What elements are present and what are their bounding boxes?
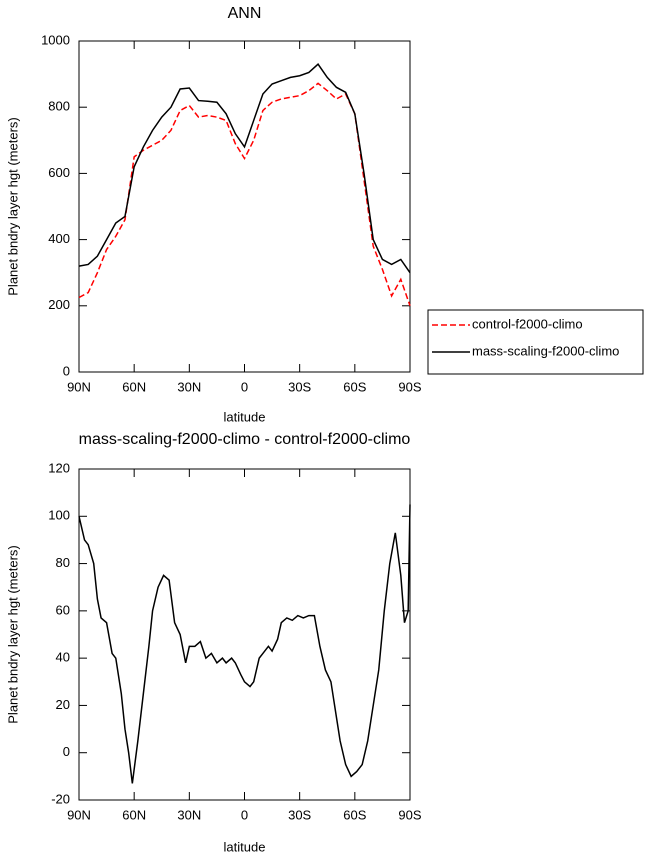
series-line bbox=[78, 63, 411, 274]
x-tick-label: 90S bbox=[398, 379, 421, 394]
y-tick-label: 100 bbox=[48, 508, 70, 523]
y-axis-label: Planet bndry layer hgt (meters) bbox=[5, 117, 20, 295]
x-tick-label: 90S bbox=[398, 807, 421, 822]
legend-box bbox=[427, 309, 644, 375]
x-tick-label: 0 bbox=[241, 379, 248, 394]
y-axis-label: Planet bndry layer hgt (meters) bbox=[5, 545, 20, 723]
x-tick-label: 30S bbox=[288, 379, 311, 394]
x-tick-label: 30N bbox=[177, 379, 201, 394]
y-tick-label: 120 bbox=[48, 460, 70, 475]
y-tick-label: 80 bbox=[56, 555, 70, 570]
y-tick-label: -20 bbox=[51, 791, 70, 806]
x-axis-label: latitude bbox=[224, 409, 266, 424]
y-tick-label: 60 bbox=[56, 602, 70, 617]
x-tick-label: 90N bbox=[67, 379, 91, 394]
y-tick-label: 800 bbox=[48, 99, 70, 114]
x-tick-label: 90N bbox=[67, 807, 91, 822]
y-tick-label: 400 bbox=[48, 231, 70, 246]
y-tick-label: 200 bbox=[48, 297, 70, 312]
y-tick-label: 0 bbox=[63, 744, 70, 759]
plot-frame bbox=[78, 40, 411, 373]
x-tick-label: 60S bbox=[343, 807, 366, 822]
x-tick-label: 0 bbox=[241, 807, 248, 822]
x-tick-label: 60S bbox=[343, 379, 366, 394]
series-line bbox=[78, 504, 411, 784]
legend-label: mass-scaling-f2000-climo bbox=[472, 343, 619, 358]
x-tick-label: 30N bbox=[177, 807, 201, 822]
y-tick-label: 20 bbox=[56, 697, 70, 712]
y-tick-label: 1000 bbox=[41, 32, 70, 47]
x-tick-label: 60N bbox=[122, 807, 146, 822]
chart-title: ANN bbox=[228, 5, 262, 22]
y-tick-label: 40 bbox=[56, 650, 70, 665]
chart-title: mass-scaling-f2000-climo - control-f2000… bbox=[79, 431, 411, 448]
x-axis-label: latitude bbox=[224, 839, 266, 854]
legend-label: control-f2000-climo bbox=[472, 316, 583, 331]
x-tick-label: 30S bbox=[288, 807, 311, 822]
x-tick-label: 60N bbox=[122, 379, 146, 394]
y-tick-label: 0 bbox=[63, 363, 70, 378]
y-tick-label: 600 bbox=[48, 165, 70, 180]
